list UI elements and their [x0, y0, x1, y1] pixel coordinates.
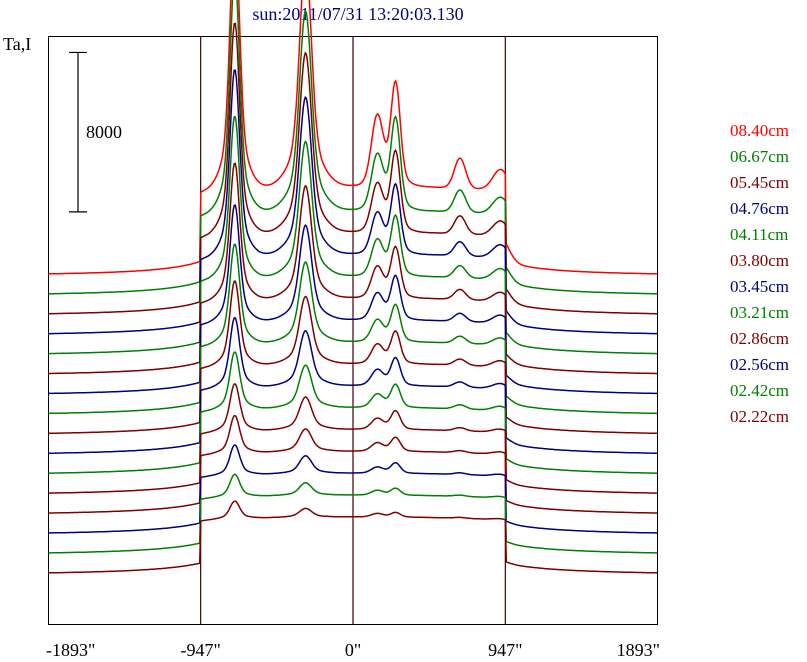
scale-bar-label: 8000: [86, 122, 122, 142]
legend-entry-10: 02.42cm: [730, 381, 789, 400]
series-line-8: [48, 280, 658, 435]
x-tick-label-1: -947": [180, 640, 220, 660]
series-line-12: [48, 415, 658, 514]
series-line-2: [48, 22, 658, 315]
legend-entry-5: 03.80cm: [730, 251, 789, 270]
x-tick-label-2: 0": [345, 640, 361, 660]
series-line-4: [48, 116, 658, 355]
series-line-1: [48, 0, 658, 295]
series-line-7: [48, 243, 658, 415]
x-tick-label-4: 1893": [617, 640, 660, 660]
chart-title: sun:2011/07/31 13:20:03.130: [252, 4, 463, 24]
legend-entry-11: 02.22cm: [730, 407, 789, 426]
legend-entry-0: 08.40cm: [730, 121, 789, 140]
legend-entry-7: 03.21cm: [730, 303, 789, 322]
series-line-15: [48, 500, 658, 574]
series-line-9: [48, 317, 658, 454]
series-line-14: [48, 473, 658, 554]
series-line-11: [48, 383, 658, 494]
legend-entry-8: 02.86cm: [730, 329, 789, 348]
legend-entry-3: 04.76cm: [730, 199, 789, 218]
y-axis-label: Ta,I: [3, 34, 31, 54]
series-line-3: [48, 69, 658, 335]
series-line-13: [48, 444, 658, 534]
x-tick-label-0: -1893": [46, 640, 95, 660]
legend-entry-1: 06.67cm: [730, 147, 789, 166]
series-line-0: [48, 0, 658, 275]
x-tick-label-3: 947": [488, 640, 522, 660]
series-line-5: [48, 162, 658, 375]
legend-entry-4: 04.11cm: [730, 225, 788, 244]
legend-entry-6: 03.45cm: [730, 277, 789, 296]
legend-entry-9: 02.56cm: [730, 355, 789, 374]
series-line-6: [48, 204, 658, 395]
series-line-10: [48, 351, 658, 474]
legend-entry-2: 05.45cm: [730, 173, 789, 192]
